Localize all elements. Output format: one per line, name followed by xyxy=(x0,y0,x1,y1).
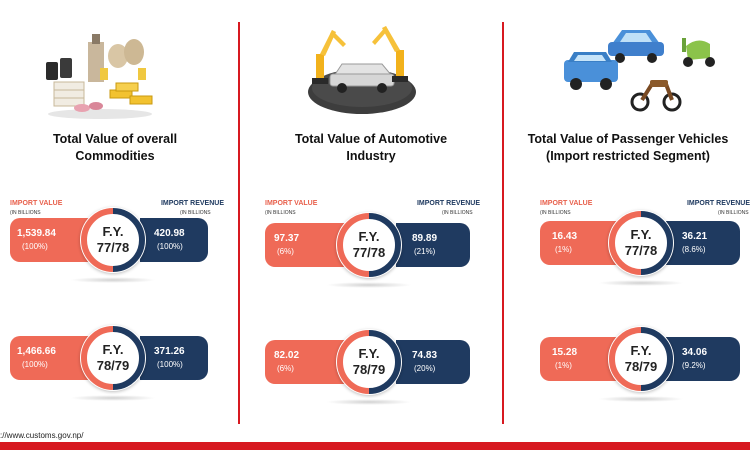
badge-shadow xyxy=(326,399,412,405)
import-revenue-unit-label: (IN BILLIONS xyxy=(718,210,749,216)
fiscal-year-badge: F.Y. 77/78 xyxy=(608,210,674,276)
fiscal-year-label: F.Y. xyxy=(358,346,380,361)
import-percent: (100%) xyxy=(22,242,48,251)
panel-title: Total Value of Passenger Vehicles (Impor… xyxy=(510,131,746,165)
import-value-pill: 1,539.84 (100%) xyxy=(10,218,92,262)
fiscal-year-label: F.Y. xyxy=(358,229,380,244)
import-revenue-pill: 371.26 (100%) xyxy=(140,336,208,380)
fiscal-year-value: 77/78 xyxy=(96,240,130,255)
title-line-1: Total Value of Automotive xyxy=(294,132,448,146)
revenue-percent: (9.2%) xyxy=(682,361,706,370)
import-revenue-unit-label: (IN BILLIONS xyxy=(442,210,473,216)
title-line-1: Total Value of Passenger Vehicles xyxy=(527,132,729,146)
revenue-value: 89.89 xyxy=(412,233,438,244)
revenue-percent: (100%) xyxy=(157,360,183,369)
fiscal-year-badge: F.Y. 78/79 xyxy=(336,329,402,395)
import-revenue-label: IMPORT REVENUE xyxy=(160,200,224,207)
revenue-value: 34.06 xyxy=(682,347,708,358)
import-unit-label: (IN BILLIONS xyxy=(10,210,41,216)
import-value-label: IMPORT VALUE xyxy=(540,200,593,207)
divider-left xyxy=(238,22,240,424)
fiscal-year-label: F.Y. xyxy=(102,224,124,239)
import-revenue-unit-label: (IN BILLIONS xyxy=(180,210,211,216)
panel-title: Total Value of Automotive Industry xyxy=(250,131,492,165)
fiscal-year-value: 78/79 xyxy=(624,359,658,374)
footer-bar xyxy=(0,442,750,450)
vehicles-illustration xyxy=(564,30,715,112)
import-value-pill: 82.02 (6%) xyxy=(265,340,345,384)
revenue-value: 36.21 xyxy=(682,231,708,242)
import-percent: (6%) xyxy=(277,247,294,256)
fiscal-year-badge: F.Y. 78/79 xyxy=(80,325,146,391)
import-value: 1,539.84 xyxy=(17,228,56,239)
fiscal-year-value: 77/78 xyxy=(352,245,386,260)
import-value-pill: 97.37 (6%) xyxy=(265,223,345,267)
import-revenue-label: IMPORT REVENUE xyxy=(416,200,480,207)
title-line-2: (Import restricted Segment) xyxy=(546,149,710,163)
fiscal-year-value: 78/79 xyxy=(96,358,130,373)
import-percent: (1%) xyxy=(555,361,572,370)
badge-shadow xyxy=(598,280,684,286)
revenue-percent: (8.6%) xyxy=(682,245,706,254)
title-line-2: Industry xyxy=(346,149,396,163)
import-revenue-pill: 34.06 (9.2%) xyxy=(666,337,740,381)
revenue-value: 371.26 xyxy=(154,346,185,357)
badge-shadow xyxy=(70,277,156,283)
panel-commodities: Total Value of overall Commodities IMPOR… xyxy=(0,0,238,430)
divider-right xyxy=(502,22,504,424)
import-unit-label: (IN BILLIONS xyxy=(265,210,296,216)
import-percent: (100%) xyxy=(22,360,48,369)
import-revenue-pill: 36.21 (8.6%) xyxy=(666,221,740,265)
import-value: 16.43 xyxy=(552,231,578,242)
fiscal-year-label: F.Y. xyxy=(630,343,652,358)
import-value-pill: 15.28 (1%) xyxy=(540,337,620,381)
import-revenue-label: IMPORT REVENUE xyxy=(686,200,750,207)
badge-shadow xyxy=(70,395,156,401)
panel-automotive: Total Value of Automotive Industry IMPOR… xyxy=(240,0,502,430)
import-value: 15.28 xyxy=(552,347,578,358)
revenue-value: 420.98 xyxy=(154,228,185,239)
import-percent: (1%) xyxy=(555,245,572,254)
import-revenue-pill: 74.83 (20%) xyxy=(396,340,470,384)
revenue-percent: (21%) xyxy=(414,247,436,256)
badge-shadow xyxy=(598,396,684,402)
fiscal-year-value: 78/79 xyxy=(352,362,386,377)
revenue-percent: (100%) xyxy=(157,242,183,251)
import-revenue-pill: 89.89 (21%) xyxy=(396,223,470,267)
fiscal-year-label: F.Y. xyxy=(630,227,652,242)
fiscal-year-value: 77/78 xyxy=(624,243,658,258)
import-value: 82.02 xyxy=(274,350,300,361)
panel-title: Total Value of overall Commodities xyxy=(10,131,220,165)
import-value-pill: 16.43 (1%) xyxy=(540,221,620,265)
fiscal-year-badge: F.Y. 78/79 xyxy=(608,326,674,392)
import-percent: (6%) xyxy=(277,364,294,373)
import-value-label: IMPORT VALUE xyxy=(10,200,63,207)
source-url[interactable]: ://www.customs.gov.np/ xyxy=(0,431,84,440)
revenue-value: 74.83 xyxy=(412,350,438,361)
import-value-label: IMPORT VALUE xyxy=(265,200,318,207)
badge-shadow xyxy=(326,282,412,288)
import-value: 97.37 xyxy=(274,233,300,244)
robot-car-assembly-illustration xyxy=(308,26,416,114)
fiscal-year-badge: F.Y. 77/78 xyxy=(80,207,146,273)
commodities-illustration xyxy=(46,34,153,119)
import-value: 1,466.66 xyxy=(17,346,56,357)
import-value-pill: 1,466.66 (100%) xyxy=(10,336,92,380)
fiscal-year-label: F.Y. xyxy=(102,342,124,357)
title-line-2: Commodities xyxy=(75,149,155,163)
title-line-1: Total Value of overall xyxy=(52,132,178,146)
revenue-percent: (20%) xyxy=(414,364,436,373)
fiscal-year-badge: F.Y. 77/78 xyxy=(336,212,402,278)
panel-passenger-vehicles: Total Value of Passenger Vehicles (Impor… xyxy=(504,0,750,430)
import-unit-label: (IN BILLIONS xyxy=(540,210,571,216)
import-revenue-pill: 420.98 (100%) xyxy=(140,218,208,262)
